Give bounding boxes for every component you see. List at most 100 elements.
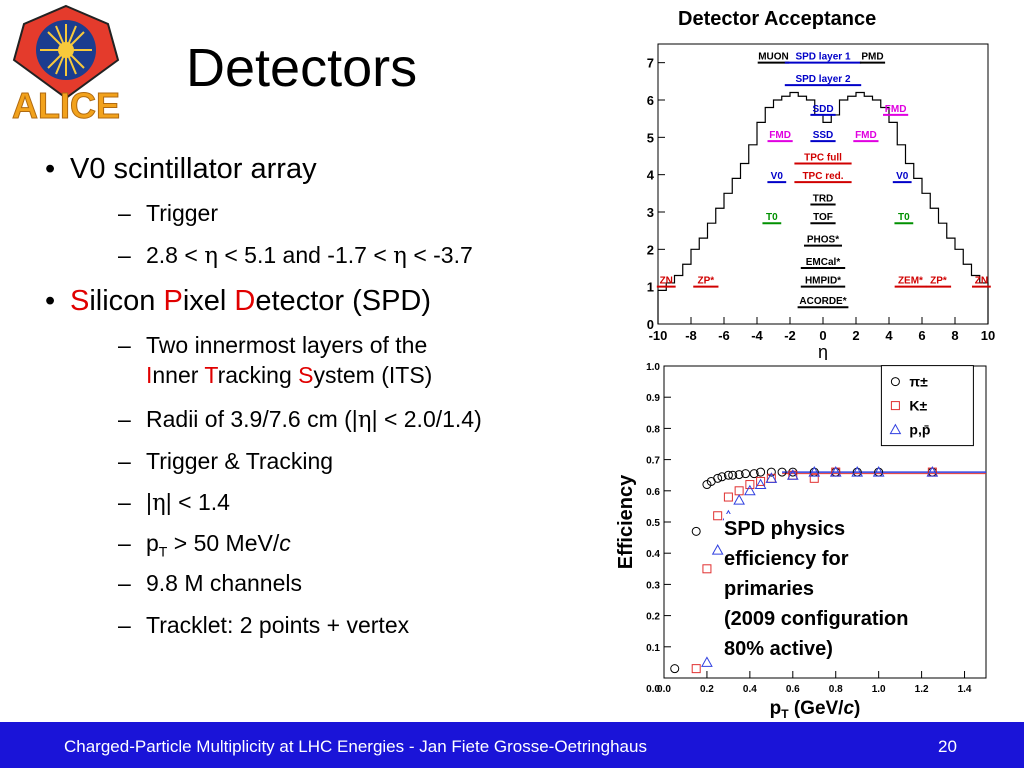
detector-label: HMPID*: [805, 276, 841, 287]
x-tick-label: 0.4: [743, 684, 757, 695]
bullet-v0: V0 scintillator array: [45, 152, 317, 186]
detector-acceptance-chart: -10 -8 -6 -4 -2 0 2 4 6 8 10 0 1 2 3 4 5 6 7 η MUON SPD layer…: [647, 43, 995, 360]
x-tick-label: 1.4: [958, 684, 972, 695]
x-tick-label: -2: [784, 328, 796, 343]
proton-point: [754, 478, 767, 490]
pion-point: [713, 473, 723, 483]
proton-point: [808, 466, 821, 477]
detector-label: PHOS*: [807, 235, 839, 246]
detector-label: TPC full: [804, 152, 842, 163]
pion-point: [766, 467, 776, 477]
logo-text: ALICE: [12, 85, 120, 122]
proton-point: [711, 544, 724, 555]
x-tick-label: 0.0: [657, 684, 671, 695]
pion-point: [717, 472, 727, 482]
y-tick-label: 0.1: [646, 643, 660, 654]
bullet-spd: Silicon Pixel Detector (SPD): [45, 284, 431, 318]
kaon-point: [713, 511, 723, 521]
y-tick-label: 6: [647, 93, 654, 108]
detector-label: MUON: [758, 52, 789, 63]
x-tick-label: 6: [918, 328, 925, 343]
proton-point: [889, 423, 902, 435]
x-tick-label: -4: [751, 328, 763, 343]
proton-point: [701, 656, 713, 667]
slide-title: Detectors: [186, 38, 418, 98]
y-tick-label: 0.2: [646, 612, 660, 623]
pion-point: [756, 467, 766, 477]
kaon-point: [809, 473, 819, 483]
y-tick-label: 0.4: [646, 549, 660, 560]
footer-text: Charged-Particle Multiplicity at LHC Ene…: [64, 737, 647, 756]
detector-label: TRD: [813, 194, 834, 205]
kaon-point: [734, 486, 744, 496]
y-tick-label: 0.7: [646, 456, 660, 467]
detector-label: SSD: [813, 130, 834, 141]
x-tick-label: -10: [649, 328, 668, 343]
detector-label: TOF: [813, 212, 833, 223]
y-tick-label: 4: [647, 168, 655, 183]
x-tick-label: 1.2: [915, 684, 929, 695]
pion-point: [890, 377, 900, 387]
detector-label: T0: [766, 212, 778, 223]
y-tick-label: 0.3: [646, 580, 660, 591]
proton-point: [765, 472, 778, 483]
x-tick-label: 0.2: [700, 684, 714, 695]
x-tick-label: 2: [852, 328, 859, 343]
sub-bullet-v0-trigger: Trigger: [118, 198, 218, 228]
pion-point: [734, 470, 744, 480]
legend-label: K±: [909, 398, 927, 414]
detector-label: T0: [898, 212, 910, 223]
x-axis-label: pT (GeV/c): [770, 698, 861, 720]
kaon-point: [756, 476, 766, 486]
y-tick-label: 2: [647, 242, 654, 257]
y-tick-label: 5: [647, 130, 654, 145]
proton-point: [786, 469, 799, 480]
pion-point: [728, 470, 738, 480]
chart-title-acceptance: Detector Acceptance: [678, 8, 877, 30]
detector-label: EMCal*: [806, 257, 841, 268]
kaon-point: [745, 480, 755, 490]
x-tick-label: 1.0: [872, 684, 886, 695]
page-number: 20: [938, 737, 957, 756]
footer-bar: [0, 722, 1024, 768]
proton-point: [829, 466, 842, 477]
proton-point: [926, 466, 939, 477]
detector-label: SPD layer 2: [795, 74, 850, 85]
detector-label: FMD: [769, 130, 791, 141]
detector-label: ACORDE*: [799, 296, 846, 307]
x-axis-label-part: ): [854, 698, 860, 719]
x-tick-label: 8: [951, 328, 958, 343]
detector-label: FMD: [885, 104, 907, 115]
detector-label: ZN: [660, 276, 673, 287]
y-tick-label: 1.0: [646, 362, 660, 373]
x-axis-label-part: p: [770, 698, 782, 719]
sub-bullet-spd-trigger: Trigger & Tracking: [118, 446, 333, 476]
detector-label: ZP*: [930, 276, 947, 287]
detector-label: FMD: [855, 130, 877, 141]
x-tick-label: 0.6: [786, 684, 800, 695]
legend-label: p,p̄: [909, 422, 930, 438]
sub-bullet-spd-tracklet: Tracklet: 2 points + vertex: [118, 610, 409, 640]
x-tick-label: -8: [685, 328, 697, 343]
detector-label: ZP*: [698, 276, 715, 287]
detector-label: SPD layer 1: [795, 52, 850, 63]
x-tick-label: 10: [981, 328, 995, 343]
sub-bullet-spd-channels: 9.8 M channels: [118, 568, 302, 598]
y-tick-label: 0.6: [646, 487, 660, 498]
y-tick-label: 0.9: [646, 393, 660, 404]
y-tick-label: 3: [647, 205, 654, 220]
x-axis-label-part: (GeV/: [789, 698, 845, 719]
y-axis-label: Efficiency: [615, 474, 637, 569]
detector-label: ZEM*: [898, 276, 923, 287]
efficiency-annotation: SPD physics efficiency for primaries (20…: [724, 514, 909, 664]
acceptance-histogram: [657, 91, 989, 324]
y-tick-label: 0.5: [646, 518, 660, 529]
sub-bullet-v0-range: 2.8 < η < 5.1 and -1.7 < η < -3.7: [118, 240, 473, 271]
efficiency-chart: 0.0 0.2 0.4 0.6 0.8 1.0 1.2 1.4 0.1 0.2 0.3 0.4 0.5 0…: [615, 362, 987, 720]
kaon-point: [691, 664, 701, 674]
kaon-point: [890, 401, 900, 411]
proton-point: [872, 466, 885, 477]
pion-point: [749, 469, 759, 479]
detector-label: ZN: [975, 276, 988, 287]
pion-point: [691, 526, 701, 536]
